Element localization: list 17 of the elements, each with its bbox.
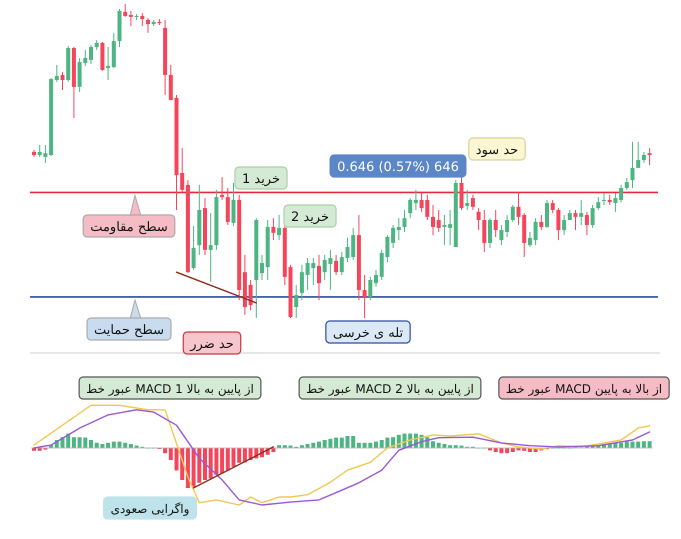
annotation: خرید 2	[290, 210, 330, 225]
annotation: خرید 1	[234, 166, 288, 190]
annotation: 0.646 (0.57%) 646	[337, 160, 459, 175]
annotation: واگرایی صعودی	[102, 496, 198, 520]
annotation: خرید 2	[283, 204, 337, 228]
ref-line-label: سطح حمایت	[94, 323, 164, 338]
annotation: از پایین به بالا MACD 1 عبور خط	[78, 376, 262, 400]
annotation: از پایین به بالا MACD 2 عبور خط	[298, 376, 482, 400]
annotation: از بالا به پایین MACD عبور خط	[498, 376, 670, 400]
annotation: تله ی خرسی	[325, 320, 411, 344]
annotation: واگرایی صعودی	[110, 502, 190, 516]
annotation: حد سود	[476, 143, 518, 158]
annotation: 0.646 (0.57%) 646	[330, 154, 466, 178]
annotation: حد ضرر	[182, 331, 242, 355]
ref-line-label: سطح مقاومت	[90, 220, 168, 235]
annotation: خرید 1	[242, 172, 280, 187]
annotation: حد سود	[468, 137, 526, 161]
